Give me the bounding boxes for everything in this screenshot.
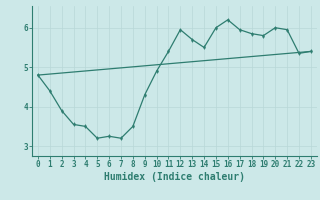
X-axis label: Humidex (Indice chaleur): Humidex (Indice chaleur)	[104, 172, 245, 182]
